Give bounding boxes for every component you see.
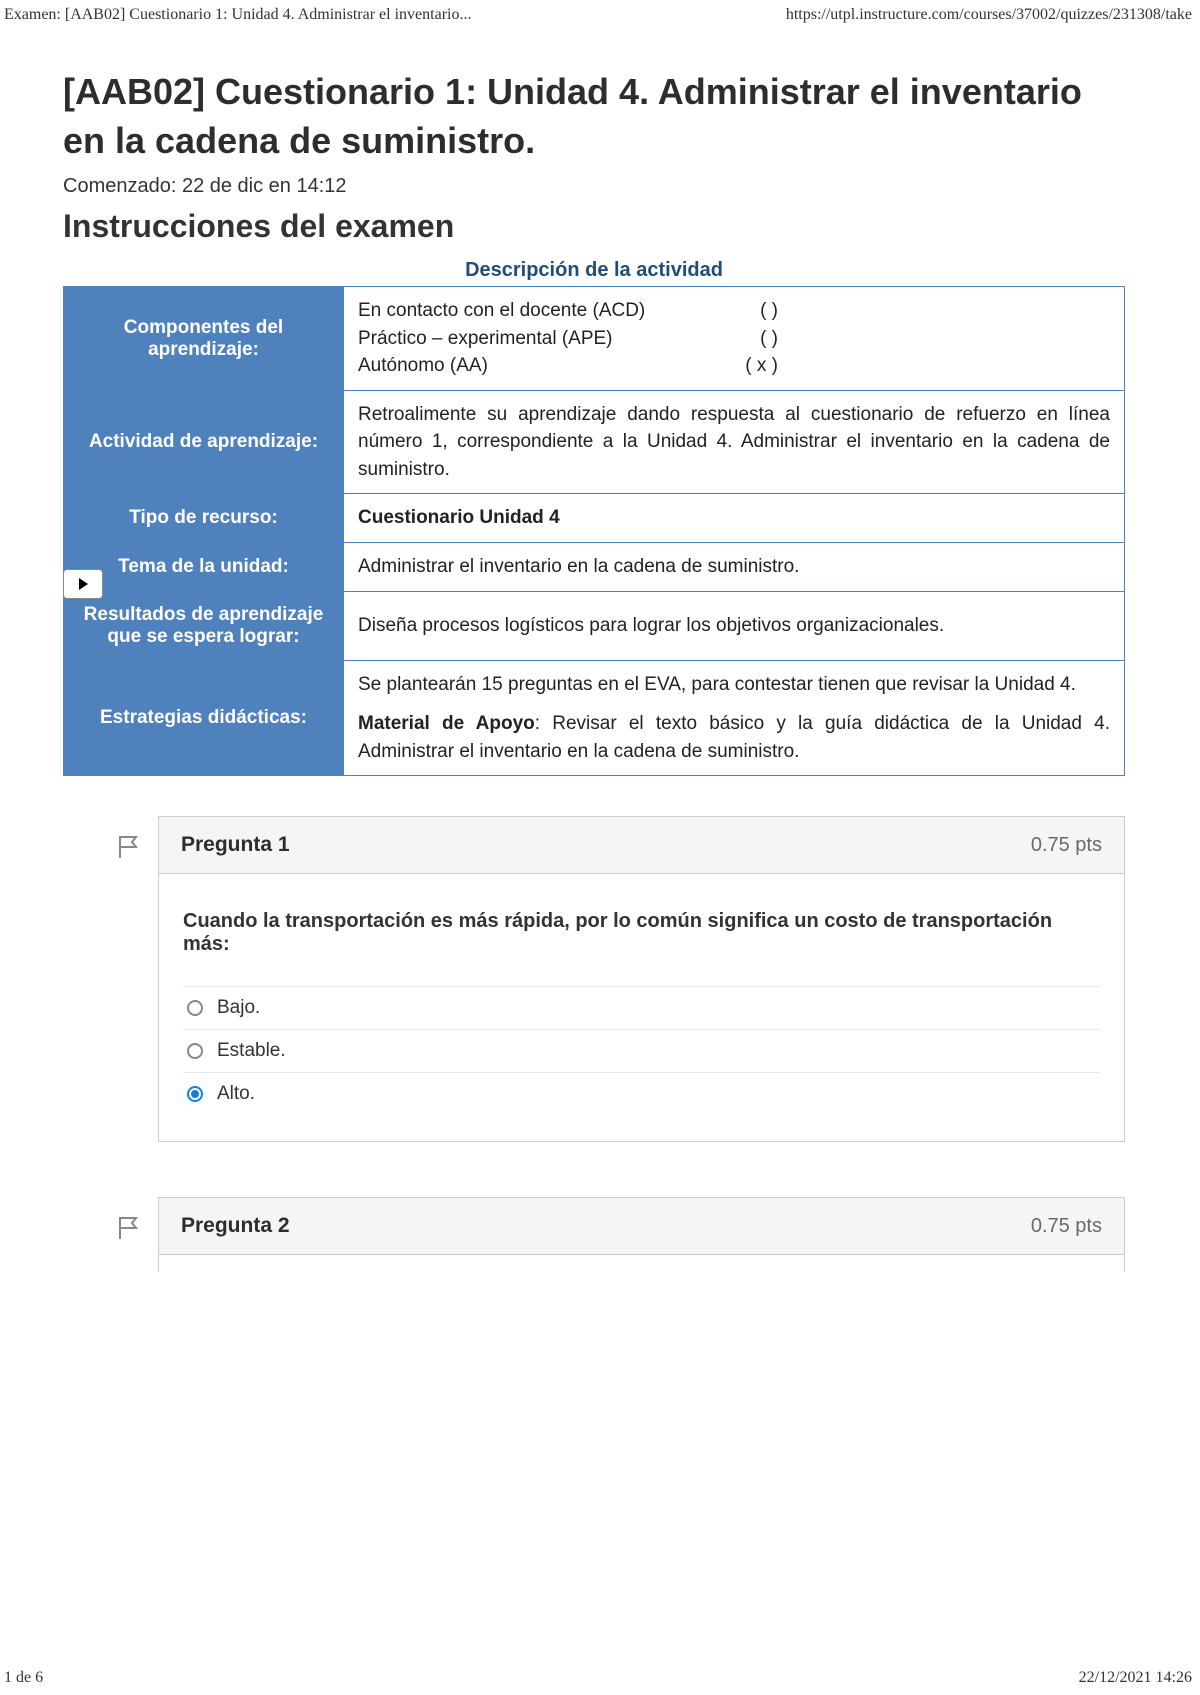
activity-description-title: Descripción de la actividad [63,259,1125,282]
acd-label: En contacto con el docente (ACD) [358,297,645,325]
option-label: Alto. [217,1083,255,1105]
question-text: Cuando la transportación es más rápida, … [183,910,1100,956]
value-actividad: Retroalimente su aprendizaje dando respu… [344,390,1125,494]
flag-icon[interactable] [118,1215,140,1241]
radio-icon[interactable] [187,1000,203,1016]
aa-mark: ( x ) [745,352,778,380]
label-resultados: Resultados de aprendizaje que se espera … [64,591,344,660]
question-number: Pregunta 2 [181,1214,290,1238]
question-points: 0.75 pts [1031,834,1102,857]
aa-label: Autónomo (AA) [358,352,488,380]
quiz-title: [AAB02] Cuestionario 1: Unidad 4. Admini… [63,68,1125,165]
option-label: Estable. [217,1040,286,1062]
play-icon [76,577,90,591]
play-button[interactable] [63,569,103,599]
value-componentes: En contacto con el docente (ACD) ( ) Prác… [344,287,1125,391]
label-tema: Tema de la unidad: [64,543,344,592]
label-componentes: Componentes del aprendizaje: [64,287,344,391]
ape-label: Práctico – experimental (APE) [358,325,613,353]
page-counter: 1 de 6 [4,1669,43,1687]
estrategias-bold: Material de Apoyo [358,713,535,734]
value-estrategias: Se plantearán 15 preguntas en el EVA, pa… [344,660,1125,776]
started-at: Comenzado: 22 de dic en 14:12 [63,175,1125,198]
question-1: Pregunta 1 0.75 pts Cuando la transporta… [158,816,1125,1142]
option-alto[interactable]: Alto. [183,1072,1100,1115]
option-label: Bajo. [217,997,260,1019]
value-tema: Administrar el inventario en la cadena d… [344,543,1125,592]
label-tipo: Tipo de recurso: [64,494,344,543]
question-points: 0.75 pts [1031,1215,1102,1238]
flag-icon[interactable] [118,834,140,860]
question-2: Pregunta 2 0.75 pts [158,1197,1125,1271]
estrategias-line1: Se plantearán 15 preguntas en el EVA, pa… [358,671,1110,699]
value-tipo: Cuestionario Unidad 4 [344,494,1125,543]
label-actividad: Actividad de aprendizaje: [64,390,344,494]
radio-icon[interactable] [187,1043,203,1059]
footer-datetime: 22/12/2021 14:26 [1079,1669,1192,1687]
label-estrategias: Estrategias didácticas: [64,660,344,776]
activity-info-table: Componentes del aprendizaje: En contacto… [63,286,1125,776]
option-estable[interactable]: Estable. [183,1029,1100,1072]
acd-mark: ( ) [760,297,778,325]
header-right: https://utpl.instructure.com/courses/370… [786,6,1192,24]
print-footer: 1 de 6 22/12/2021 14:26 [4,1669,1192,1687]
option-bajo[interactable]: Bajo. [183,986,1100,1029]
header-left: Examen: [AAB02] Cuestionario 1: Unidad 4… [4,6,471,24]
question-number: Pregunta 1 [181,833,290,857]
value-resultados: Diseña procesos logísticos para lograr l… [344,591,1125,660]
ape-mark: ( ) [760,325,778,353]
instructions-header: Instrucciones del examen [63,208,1125,245]
radio-icon[interactable] [187,1086,203,1102]
print-header: Examen: [AAB02] Cuestionario 1: Unidad 4… [0,0,1200,28]
